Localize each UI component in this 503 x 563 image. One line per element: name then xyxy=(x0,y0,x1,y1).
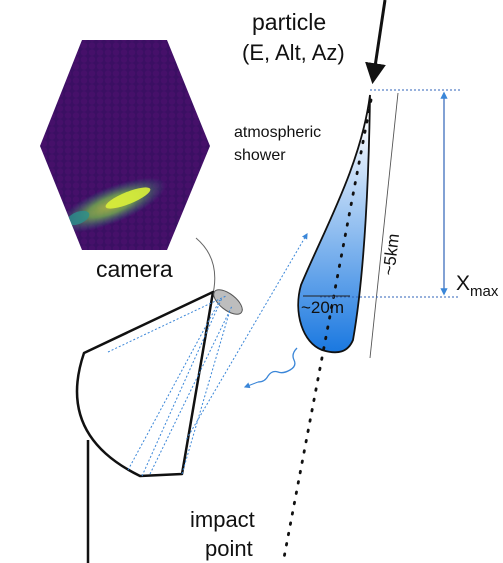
camera-label: camera xyxy=(96,256,173,282)
xmax-base: X xyxy=(456,272,470,295)
camera-image-core xyxy=(105,187,151,209)
camera-leader-line xyxy=(195,237,216,299)
camera-image-tail xyxy=(66,210,90,226)
impact-label-line2: point xyxy=(205,536,253,561)
camera-image xyxy=(40,40,210,250)
width-label: ~20m xyxy=(301,298,344,317)
camera-box xyxy=(213,289,243,315)
arrow-down-icon xyxy=(365,0,387,85)
light-rays xyxy=(107,232,308,477)
photon-wave xyxy=(257,347,298,383)
shower-label-line1: atmospheric xyxy=(234,124,321,141)
particle-title: particle xyxy=(252,9,326,35)
impact-label-line1: impact xyxy=(190,507,255,532)
length-label: ~5km xyxy=(379,232,403,276)
xmax-label: Xmax xyxy=(456,272,499,300)
particle-params: (E, Alt, Az) xyxy=(242,40,345,65)
length-marker xyxy=(369,92,399,359)
xmax-marker xyxy=(320,89,460,298)
telescope xyxy=(75,289,243,563)
xmax-sub: max xyxy=(470,283,499,300)
camera-hexagon xyxy=(40,40,210,250)
telescope-dish xyxy=(75,290,215,478)
shower-label-line2: shower xyxy=(234,147,286,164)
shower-body xyxy=(297,94,371,354)
photon-ray xyxy=(243,381,259,389)
